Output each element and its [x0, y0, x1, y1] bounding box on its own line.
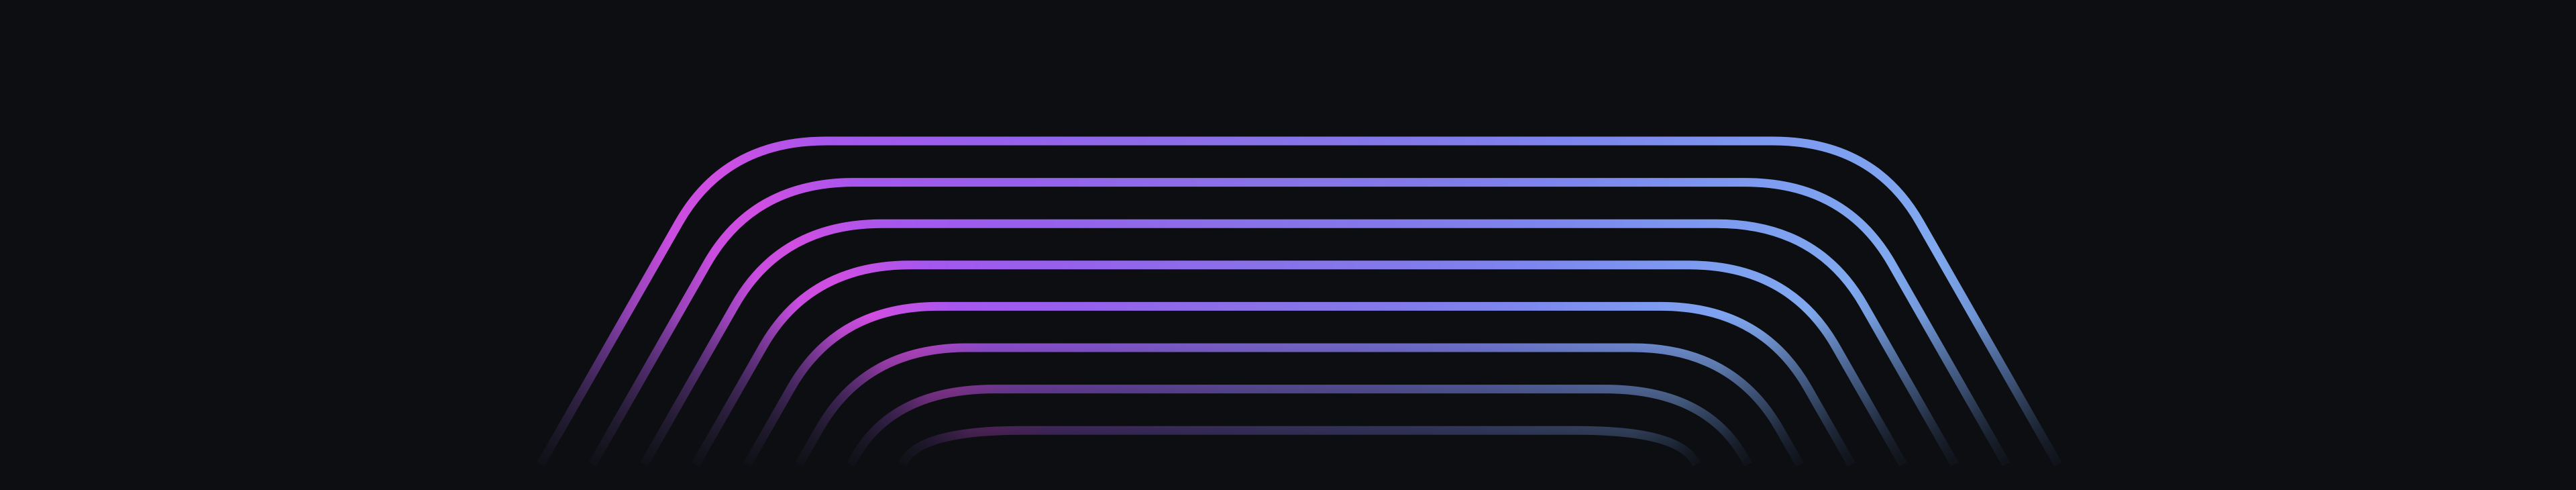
bottom-fade-overlay: [0, 315, 2576, 490]
gradient-line-3: [640, 219, 1959, 467]
gradient-line-1: [537, 136, 2062, 467]
gradient-line-2: [588, 178, 2010, 467]
gradient-line-4: [692, 260, 1907, 467]
